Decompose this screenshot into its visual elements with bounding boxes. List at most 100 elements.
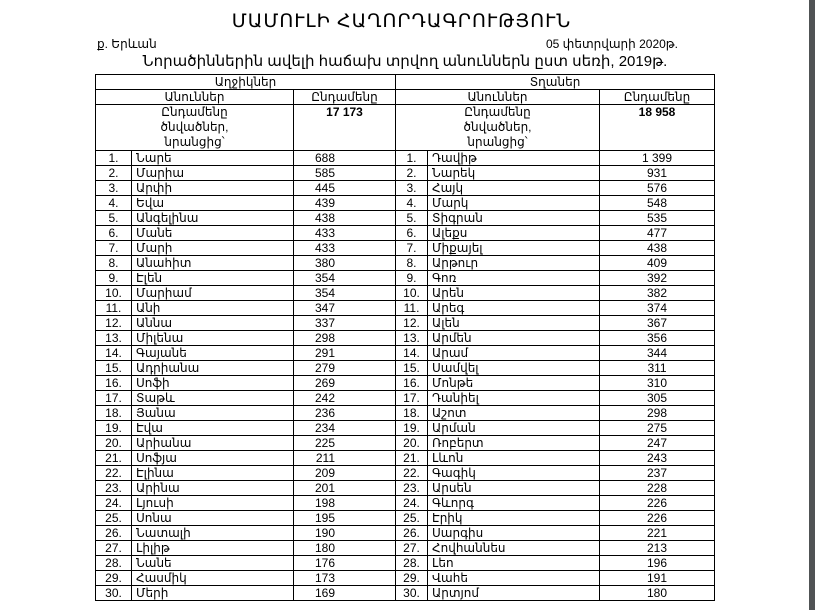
girl-count: 380 (292, 255, 397, 271)
girl-count: 445 (292, 180, 397, 196)
boy-name: Դավիթ (427, 150, 601, 166)
boy-rank: 2. (395, 165, 429, 181)
boy-name: Լեո (427, 555, 601, 571)
boy-name: Գոռ (427, 270, 601, 286)
boy-name: Լևոն (427, 450, 601, 466)
girl-name: Նատալի (131, 525, 294, 541)
girl-rank: 21. (95, 450, 132, 466)
girl-count: 585 (292, 165, 397, 181)
table-row: 26. Նատալի 190 26. Սարգիս 221 (95, 525, 716, 541)
girl-name: Արինա (131, 480, 294, 496)
table-row: 27. Լիլիթ 180 27. Հովհաննես 213 (95, 540, 716, 556)
boy-rank: 24. (395, 495, 429, 511)
girls-total-value: 17 173 (292, 104, 397, 151)
girl-rank: 12. (95, 315, 132, 331)
boy-rank: 27. (395, 540, 429, 556)
table-row: 9. Էլեն 354 9. Գոռ 392 (95, 270, 716, 286)
girl-rank: 5. (95, 210, 132, 226)
boy-count: 213 (599, 540, 716, 556)
boy-count: 382 (599, 285, 716, 301)
table-row: 5. Անգելինա 438 5. Տիգրան 535 (95, 210, 716, 226)
girl-name: Անի (131, 300, 294, 316)
boys-names-header: Անուններ (395, 89, 601, 105)
girl-name: Տաթև (131, 390, 294, 406)
girl-count: 169 (292, 585, 397, 601)
total-row: Ընդամենը ծնվածներ, նրանցից՝ 17 173 Ընդամ… (95, 104, 716, 151)
boy-count: 535 (599, 210, 716, 226)
boy-name: Միքայել (427, 240, 601, 256)
boy-name: Արտյոմ (427, 585, 601, 601)
table-row: 24. Լյուսի 198 24. Գևորգ 226 (95, 495, 716, 511)
boy-name: Նարեկ (427, 165, 601, 181)
boy-count: 226 (599, 510, 716, 526)
girl-rank: 10. (95, 285, 132, 301)
boy-name: Ալեն (427, 315, 601, 331)
table-row: 17. Տաթև 242 17. Դանիել 305 (95, 390, 716, 406)
girl-rank: 23. (95, 480, 132, 496)
girl-rank: 29. (95, 570, 132, 586)
girl-count: 234 (292, 420, 397, 436)
boy-rank: 5. (395, 210, 429, 226)
boy-name: Մարկ (427, 195, 601, 211)
scrollbar[interactable] (809, 0, 815, 610)
girl-count: 225 (292, 435, 397, 451)
boy-name: Արման (427, 420, 601, 436)
boy-count: 310 (599, 375, 716, 391)
girls-total-header: Ընդամենը (292, 89, 397, 105)
boy-count: 275 (599, 420, 716, 436)
boy-rank: 10. (395, 285, 429, 301)
girl-name: Միլենա (131, 330, 294, 346)
boy-count: 247 (599, 435, 716, 451)
boy-rank: 23. (395, 480, 429, 496)
document-title: ՄԱՄՈՒԼԻ ՀԱՂՈՐԴԱԳՐՈՒԹՅՈՒՆ (231, 11, 572, 32)
boy-name: Գագիկ (427, 465, 601, 481)
boy-count: 1 399 (599, 150, 716, 166)
girl-name: Աննա (131, 315, 294, 331)
girl-count: 337 (292, 315, 397, 331)
girl-name: Լյուսի (131, 495, 294, 511)
boy-count: 392 (599, 270, 716, 286)
boy-rank: 11. (395, 300, 429, 316)
girl-rank: 30. (95, 585, 132, 601)
girl-rank: 27. (95, 540, 132, 556)
boy-count: 477 (599, 225, 716, 241)
girls-header: Աղջիկներ (94, 74, 397, 90)
girl-count: 242 (292, 390, 397, 406)
boy-name: Աշոտ (427, 405, 601, 421)
boy-name: Գևորգ (427, 495, 601, 511)
girl-rank: 25. (95, 510, 132, 526)
table-row: 4. Եվա 439 4. Մարկ 548 (95, 195, 716, 211)
boys-header: Տղաներ (395, 74, 716, 90)
girl-rank: 6. (95, 225, 132, 241)
girl-rank: 2. (95, 165, 132, 181)
girl-rank: 16. (95, 375, 132, 391)
girl-count: 279 (292, 360, 397, 376)
girl-count: 180 (292, 540, 397, 556)
boy-count: 374 (599, 300, 716, 316)
boy-count: 228 (599, 480, 716, 496)
girls-names-header: Անուններ (95, 89, 294, 105)
girl-name: Էլեն (131, 270, 294, 286)
girl-rank: 14. (95, 345, 132, 361)
girl-name: Սոնա (131, 510, 294, 526)
boys-total-label: Ընդամենը ծնվածներ, նրանցից՝ (395, 104, 601, 151)
boy-count: 576 (599, 180, 716, 196)
table-row: 16. Սոֆի 269 16. Մոնթե 310 (95, 375, 716, 391)
boy-count: 226 (599, 495, 716, 511)
girl-count: 347 (292, 300, 397, 316)
girl-name: Հասմիկ (131, 570, 294, 586)
boy-name: Դանիել (427, 390, 601, 406)
boy-rank: 16. (395, 375, 429, 391)
boy-count: 548 (599, 195, 716, 211)
boy-count: 298 (599, 405, 716, 421)
table-row: 20. Արիանա 225 20. Ռոբերտ 247 (95, 435, 716, 451)
girl-name: Նարե (131, 150, 294, 166)
girl-name: Սոֆյա (131, 450, 294, 466)
girl-name: Մարիա (131, 165, 294, 181)
girl-count: 269 (292, 375, 397, 391)
girl-count: 688 (292, 150, 397, 166)
boy-count: 243 (599, 450, 716, 466)
names-table: Աղջիկներ Տղաներ Անուններ Ընդամենը Անունն… (94, 74, 716, 601)
boy-name: Արամ (427, 345, 601, 361)
boy-count: 191 (599, 570, 716, 586)
